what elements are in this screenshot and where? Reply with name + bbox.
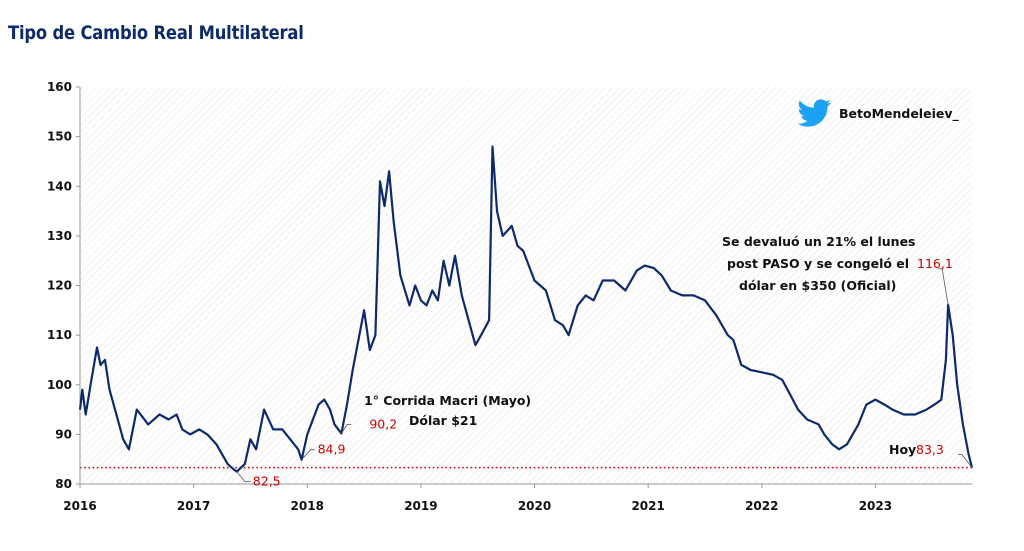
x-tick-label: 2018 — [291, 499, 324, 513]
x-tick-label: 2017 — [177, 499, 210, 513]
x-tick-label: 2023 — [859, 499, 892, 513]
y-tick-label: 130 — [47, 229, 72, 243]
annotation-leader — [341, 423, 352, 434]
x-tick-label: 2021 — [631, 499, 664, 513]
annotation-value: 84,9 — [318, 442, 346, 457]
annotation-leader — [958, 454, 973, 468]
twitter-bird-icon — [797, 99, 832, 127]
annotation-text: 1° Corrida Macri (Mayo) — [364, 393, 531, 408]
x-tick-label: 2022 — [745, 499, 778, 513]
plot-area — [80, 87, 972, 484]
annotation-value: 116,1 — [917, 256, 953, 271]
watermark: BetoMendeleiev_ — [797, 99, 959, 127]
annotation-value: 90,2 — [369, 416, 397, 431]
annotation-value: 83,3 — [916, 442, 944, 457]
y-tick-label: 120 — [47, 279, 72, 293]
x-tick-label: 2020 — [518, 499, 551, 513]
chart-title: Tipo de Cambio Real Multilateral — [8, 22, 304, 44]
watermark-handle: BetoMendeleiev_ — [839, 106, 959, 122]
annotation-text: post PASO y se congeló el — [727, 256, 909, 271]
annotation-text: Hoy — [889, 442, 916, 457]
series-line — [78, 145, 974, 473]
annotation-text: dólar en $350 (Oficial) — [739, 278, 896, 293]
annotation-leader — [938, 268, 949, 305]
annotation-text: Dólar $21 — [409, 413, 477, 428]
y-tick-label: 140 — [47, 179, 72, 193]
y-tick-label: 80 — [55, 477, 72, 491]
x-tick-label: 2019 — [404, 499, 437, 513]
annotation-leader — [301, 449, 315, 460]
annotation-text: Se devaluó un 21% el lunes — [722, 234, 916, 249]
annotation-value: 82,5 — [253, 474, 281, 489]
annotation-leader — [236, 471, 251, 482]
y-tick-label: 110 — [47, 328, 72, 342]
x-tick-label: 2016 — [63, 499, 96, 513]
y-tick-label: 90 — [55, 427, 72, 441]
y-tick-label: 160 — [47, 80, 72, 94]
y-tick-label: 150 — [47, 130, 72, 144]
y-tick-label: 100 — [47, 378, 72, 392]
